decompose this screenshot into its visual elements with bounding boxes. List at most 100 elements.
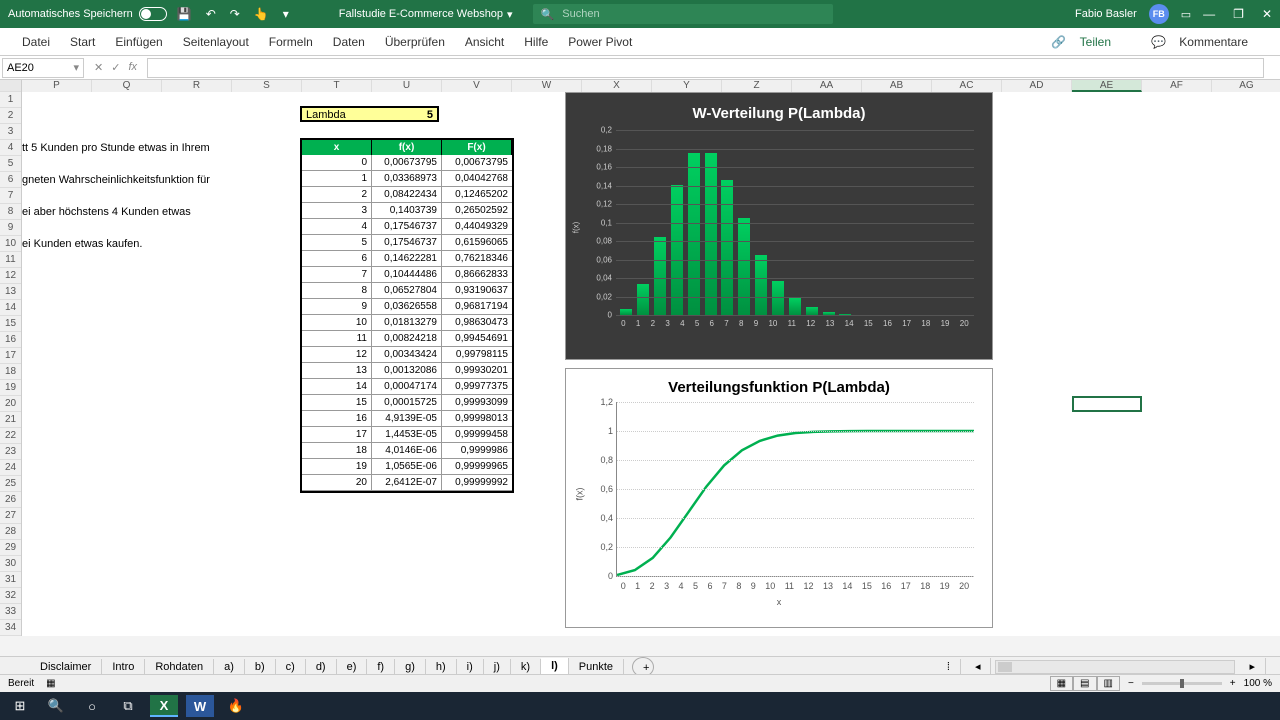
touch-icon[interactable]: 👆 <box>254 7 269 21</box>
col-header[interactable]: AF <box>1142 80 1212 92</box>
col-header[interactable]: AA <box>792 80 862 92</box>
row-header[interactable]: 10 <box>0 236 21 252</box>
sheet-tab[interactable]: Rohdaten <box>145 659 214 675</box>
row-header[interactable]: 9 <box>0 220 21 236</box>
sheet-tab[interactable]: b) <box>245 659 276 675</box>
user-avatar[interactable]: FB <box>1149 4 1169 24</box>
sheet-tab[interactable]: f) <box>367 659 395 675</box>
view-buttons[interactable]: ▦▤▥ <box>1050 678 1120 689</box>
sheet-tab[interactable]: j) <box>484 659 511 675</box>
scroll-div[interactable]: ⁞ <box>937 659 961 675</box>
sheet-tab[interactable]: Disclaimer <box>30 659 102 675</box>
row-header[interactable]: 27 <box>0 508 21 524</box>
row-header[interactable]: 34 <box>0 620 21 636</box>
name-box[interactable]: AE20 ▾ <box>2 58 84 78</box>
macro-icon[interactable]: ▦ <box>46 678 55 689</box>
row-header[interactable]: 21 <box>0 412 21 428</box>
col-header[interactable]: Z <box>722 80 792 92</box>
ribbon-tab[interactable]: Daten <box>323 35 375 49</box>
col-header[interactable]: Y <box>652 80 722 92</box>
maximize-icon[interactable]: ❐ <box>1233 7 1244 21</box>
col-header[interactable]: AG <box>1212 80 1280 92</box>
ribbon-tab[interactable]: Power Pivot <box>558 35 642 49</box>
col-header[interactable]: V <box>442 80 512 92</box>
spreadsheet-grid[interactable]: 1234567891011121314151617181920212223242… <box>0 80 1280 636</box>
cortana-icon[interactable]: ○ <box>78 695 106 717</box>
sheet-tab[interactable]: d) <box>306 659 337 675</box>
ribbon-tab[interactable]: Hilfe <box>514 35 558 49</box>
row-header[interactable]: 32 <box>0 588 21 604</box>
minimize-icon[interactable]: — <box>1203 7 1215 21</box>
row-header[interactable]: 3 <box>0 124 21 140</box>
toggle-switch[interactable] <box>139 7 167 21</box>
row-header[interactable]: 8 <box>0 204 21 220</box>
row-header[interactable]: 17 <box>0 348 21 364</box>
document-title[interactable]: Fallstudie E-Commerce Webshop ▾ <box>339 8 513 21</box>
col-header[interactable]: AD <box>1002 80 1072 92</box>
col-header[interactable]: S <box>232 80 302 92</box>
sheet-tab[interactable]: Intro <box>102 659 145 675</box>
redo-icon[interactable]: ↷ <box>230 7 240 21</box>
row-header[interactable]: 14 <box>0 300 21 316</box>
row-header[interactable]: 1 <box>0 92 21 108</box>
ribbon-tab[interactable]: Formeln <box>259 35 323 49</box>
col-header[interactable]: AB <box>862 80 932 92</box>
ribbon-tab[interactable]: Überprüfen <box>375 35 455 49</box>
col-header[interactable]: Q <box>92 80 162 92</box>
row-header[interactable]: 23 <box>0 444 21 460</box>
sheet-tab[interactable]: a) <box>214 659 245 675</box>
row-header[interactable]: 18 <box>0 364 21 380</box>
sheet-tab[interactable]: i) <box>457 659 484 675</box>
lambda-cell[interactable]: Lambda 5 <box>300 106 439 122</box>
row-header[interactable]: 22 <box>0 428 21 444</box>
sheet-tab[interactable]: k) <box>511 659 541 675</box>
row-header[interactable]: 25 <box>0 476 21 492</box>
row-header[interactable]: 19 <box>0 380 21 396</box>
row-header[interactable]: 31 <box>0 572 21 588</box>
row-header[interactable]: 7 <box>0 188 21 204</box>
sheet-tab[interactable]: Punkte <box>569 659 624 675</box>
col-header[interactable]: P <box>22 80 92 92</box>
scroll-right[interactable]: ▸ <box>1239 658 1266 675</box>
row-header[interactable]: 28 <box>0 524 21 540</box>
row-header[interactable]: 16 <box>0 332 21 348</box>
autosave-toggle[interactable]: Automatisches Speichern <box>8 7 167 21</box>
row-header[interactable]: 5 <box>0 156 21 172</box>
col-header[interactable]: AC <box>932 80 1002 92</box>
col-header[interactable]: AE <box>1072 80 1142 92</box>
zoom-slider[interactable] <box>1142 682 1222 685</box>
row-header[interactable]: 33 <box>0 604 21 620</box>
comments-button[interactable]: 💬 Kommentare <box>1141 35 1268 49</box>
row-header[interactable]: 4 <box>0 140 21 156</box>
formula-input[interactable] <box>147 58 1264 78</box>
excel-icon[interactable]: X <box>150 695 178 717</box>
ribbon-tab[interactable]: Einfügen <box>105 35 172 49</box>
line-chart[interactable]: Verteilungsfunktion P(Lambda) f(x) 1,210… <box>565 368 993 628</box>
close-icon[interactable]: ✕ <box>1262 7 1272 21</box>
row-header[interactable]: 20 <box>0 396 21 412</box>
ribbon-tab[interactable]: Datei <box>12 35 60 49</box>
ribbon-tab[interactable]: Start <box>60 35 105 49</box>
ribbon-mode-icon[interactable]: ▭ <box>1181 8 1191 21</box>
sheet-tab[interactable]: l) <box>541 658 569 676</box>
cancel-icon[interactable]: ✕ <box>94 61 103 74</box>
sheet-tab[interactable]: e) <box>337 659 368 675</box>
more-icon[interactable]: ▾ <box>283 7 289 21</box>
ribbon-tab[interactable]: Ansicht <box>455 35 514 49</box>
row-header[interactable]: 13 <box>0 284 21 300</box>
row-header[interactable]: 24 <box>0 460 21 476</box>
search-box[interactable]: 🔍 Suchen <box>533 4 833 24</box>
row-header[interactable]: 15 <box>0 316 21 332</box>
sheet-tab[interactable]: g) <box>395 659 426 675</box>
sheet-tab[interactable]: h) <box>426 659 457 675</box>
col-header[interactable]: W <box>512 80 582 92</box>
col-header[interactable]: R <box>162 80 232 92</box>
row-header[interactable]: 29 <box>0 540 21 556</box>
selected-cell[interactable] <box>1072 396 1142 412</box>
bar-chart[interactable]: W-Verteilung P(Lambda) f(x) 0,20,180,160… <box>565 92 993 360</box>
row-header[interactable]: 2 <box>0 108 21 124</box>
row-header[interactable]: 26 <box>0 492 21 508</box>
search-taskbar-icon[interactable]: 🔍 <box>42 695 70 717</box>
row-header[interactable]: 6 <box>0 172 21 188</box>
col-header[interactable]: U <box>372 80 442 92</box>
